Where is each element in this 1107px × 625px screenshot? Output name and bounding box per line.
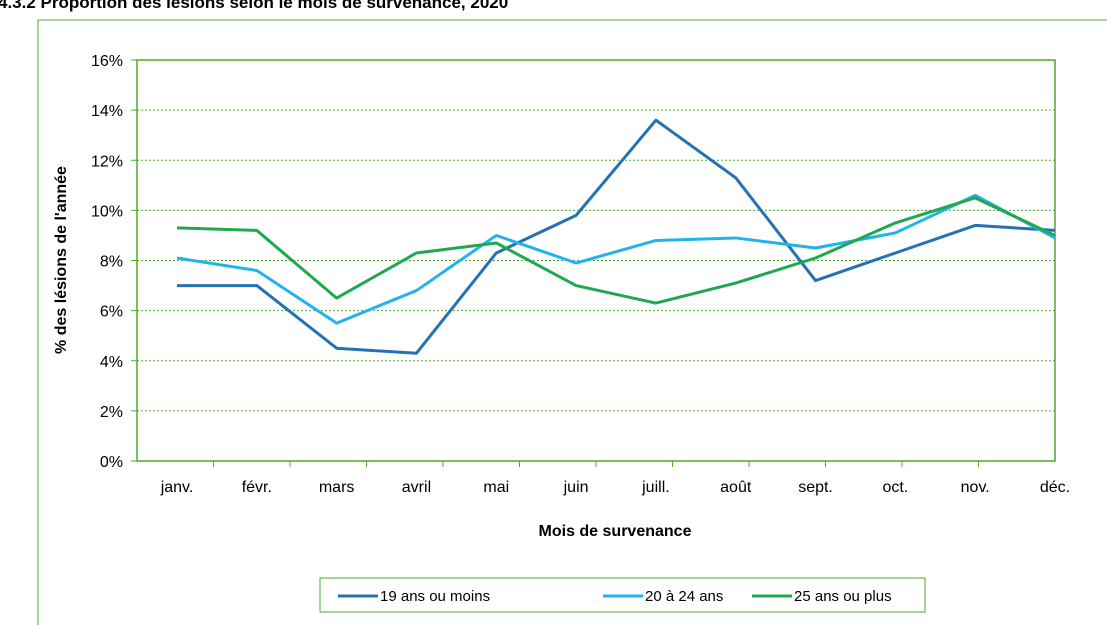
- x-tick-label: mars: [319, 479, 355, 496]
- x-tick-label: déc.: [1040, 479, 1070, 496]
- y-axis-label: % des lésions de l'année: [53, 166, 70, 354]
- series-line: [177, 118, 1056, 355]
- y-tick-label: 4%: [100, 354, 123, 371]
- x-tick-label: avril: [402, 479, 431, 496]
- legend-label: 19 ans ou moins: [380, 588, 490, 605]
- x-tick-label: juill.: [641, 479, 670, 496]
- y-tick-label: 8%: [100, 254, 123, 271]
- x-tick-label: nov.: [961, 479, 990, 496]
- chart-title: 4.3.2 Proportion des lésions selon le mo…: [0, 0, 508, 12]
- x-tick-label: sept.: [798, 479, 833, 496]
- x-tick-label: janv.: [160, 479, 194, 496]
- y-tick-label: 16%: [91, 53, 123, 70]
- x-tick-label: août: [720, 479, 752, 496]
- x-tick-label: juin: [563, 479, 589, 496]
- series-line: [176, 196, 1056, 305]
- x-tick-label: févr.: [242, 479, 272, 496]
- y-tick-label: 6%: [100, 304, 123, 321]
- legend-label: 20 à 24 ans: [645, 588, 723, 605]
- y-tick-label: 2%: [100, 404, 123, 421]
- legend-label: 25 ans ou plus: [794, 588, 892, 605]
- y-tick-label: 12%: [91, 153, 123, 170]
- y-tick-label: 0%: [100, 454, 123, 471]
- x-tick-label: mai: [483, 479, 509, 496]
- x-axis-label: Mois de survenance: [539, 523, 692, 540]
- x-tick-label: oct.: [882, 479, 908, 496]
- chart-frame: [37, 19, 1107, 625]
- series-line: [176, 193, 1056, 325]
- y-tick-label: 14%: [91, 103, 123, 120]
- y-tick-label: 10%: [91, 203, 123, 220]
- legend-box: [319, 577, 926, 613]
